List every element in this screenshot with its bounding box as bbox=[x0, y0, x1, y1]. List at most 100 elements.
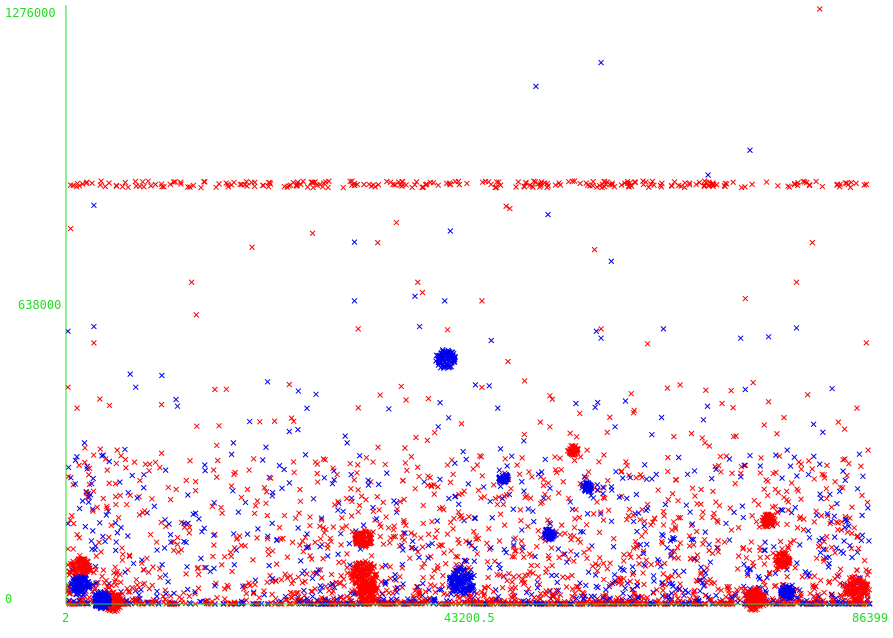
scatter-point bbox=[576, 410, 583, 417]
scatter-point bbox=[297, 486, 303, 493]
scatter-point bbox=[573, 595, 580, 602]
scatter-point-red bbox=[507, 205, 513, 212]
scatter-point bbox=[735, 524, 742, 531]
scatter-point bbox=[828, 544, 835, 551]
scatter-point bbox=[677, 581, 684, 587]
scatter-point bbox=[272, 577, 279, 584]
scatter-cluster-point bbox=[573, 446, 580, 453]
scatter-point bbox=[532, 178, 539, 185]
scatter-point bbox=[729, 600, 735, 606]
scatter-point bbox=[535, 471, 542, 478]
scatter-cluster-point bbox=[105, 595, 112, 601]
scatter-point bbox=[600, 594, 606, 601]
scatter-point bbox=[653, 600, 660, 606]
scatter-point bbox=[520, 554, 527, 561]
scatter-point bbox=[715, 537, 722, 544]
scatter-point bbox=[294, 183, 300, 189]
scatter-point bbox=[114, 529, 121, 536]
scatter-point bbox=[569, 593, 575, 600]
scatter-point bbox=[766, 571, 773, 577]
scatter-point bbox=[777, 538, 784, 545]
scatter-point bbox=[317, 583, 324, 589]
scatter-cluster-point bbox=[81, 563, 88, 569]
scatter-point bbox=[165, 578, 171, 585]
scatter-point bbox=[597, 509, 604, 515]
scatter-point bbox=[732, 480, 739, 487]
scatter-point bbox=[686, 596, 693, 602]
scatter-point-blue bbox=[742, 386, 749, 393]
scatter-point bbox=[573, 506, 579, 513]
scatter-point bbox=[265, 546, 271, 553]
scatter-point bbox=[471, 558, 478, 565]
scatter-point bbox=[425, 395, 432, 402]
scatter-point bbox=[112, 501, 119, 508]
scatter-cluster-point bbox=[85, 579, 91, 585]
scatter-point-blue bbox=[660, 326, 667, 332]
scatter-point bbox=[740, 546, 746, 552]
scatter-point bbox=[161, 183, 167, 190]
scatter-point-red bbox=[644, 340, 651, 347]
scatter-point bbox=[432, 598, 438, 605]
scatter-point bbox=[572, 516, 578, 522]
scatter-point bbox=[139, 178, 146, 185]
scatter-point bbox=[600, 484, 606, 491]
scatter-point bbox=[240, 585, 247, 592]
scatter-cluster-point bbox=[849, 593, 856, 600]
scatter-point bbox=[448, 547, 454, 554]
scatter-point bbox=[396, 543, 403, 550]
scatter-cluster-point bbox=[359, 574, 366, 581]
scatter-point bbox=[414, 464, 421, 471]
scatter-point bbox=[174, 534, 181, 541]
scatter-point bbox=[250, 589, 257, 596]
scatter-point bbox=[810, 582, 816, 588]
scatter-point bbox=[491, 558, 498, 565]
scatter-point bbox=[586, 546, 592, 552]
scatter-point bbox=[299, 538, 306, 544]
scatter-point bbox=[472, 515, 479, 522]
scatter-point bbox=[557, 592, 564, 598]
scatter-point bbox=[722, 180, 729, 187]
scatter-point bbox=[425, 542, 432, 549]
scatter-point bbox=[351, 477, 358, 483]
scatter-point bbox=[525, 585, 532, 592]
scatter-point bbox=[243, 590, 250, 597]
scatter-point bbox=[764, 492, 771, 499]
scatter-point bbox=[659, 540, 666, 547]
scatter-point bbox=[370, 459, 376, 465]
scatter-point bbox=[261, 484, 268, 491]
scatter-point bbox=[596, 555, 603, 561]
scatter-point-blue bbox=[747, 147, 753, 154]
scatter-point bbox=[792, 504, 799, 511]
scatter-point bbox=[100, 495, 107, 502]
scatter-point bbox=[626, 551, 633, 557]
scatter-point bbox=[826, 560, 832, 567]
scatter-point bbox=[435, 484, 441, 490]
scatter-point bbox=[133, 586, 140, 593]
scatter-point bbox=[368, 552, 375, 559]
scatter-point bbox=[176, 594, 183, 601]
scatter-point bbox=[386, 539, 393, 546]
scatter-point bbox=[756, 576, 763, 582]
scatter-point bbox=[74, 531, 81, 538]
scatter-point bbox=[561, 598, 568, 605]
scatter-point bbox=[718, 468, 724, 475]
scatter-point bbox=[596, 458, 602, 465]
scatter-point bbox=[528, 553, 535, 559]
scatter-point bbox=[171, 600, 178, 607]
scatter-point bbox=[410, 593, 417, 599]
scatter-point bbox=[425, 555, 431, 561]
scatter-point bbox=[344, 564, 350, 571]
scatter-point bbox=[494, 501, 501, 508]
scatter-point-red bbox=[188, 279, 195, 286]
scatter-point bbox=[264, 533, 271, 540]
scatter-point bbox=[437, 542, 444, 548]
scatter-cluster-point bbox=[366, 564, 373, 570]
scatter-point bbox=[207, 568, 214, 575]
scatter-point bbox=[651, 578, 657, 584]
scatter-point bbox=[584, 555, 590, 562]
scatter-point bbox=[284, 596, 290, 603]
scatter-point bbox=[609, 182, 615, 188]
scatter-point bbox=[525, 572, 531, 579]
scatter-point bbox=[583, 180, 590, 186]
scatter-point bbox=[594, 184, 600, 190]
